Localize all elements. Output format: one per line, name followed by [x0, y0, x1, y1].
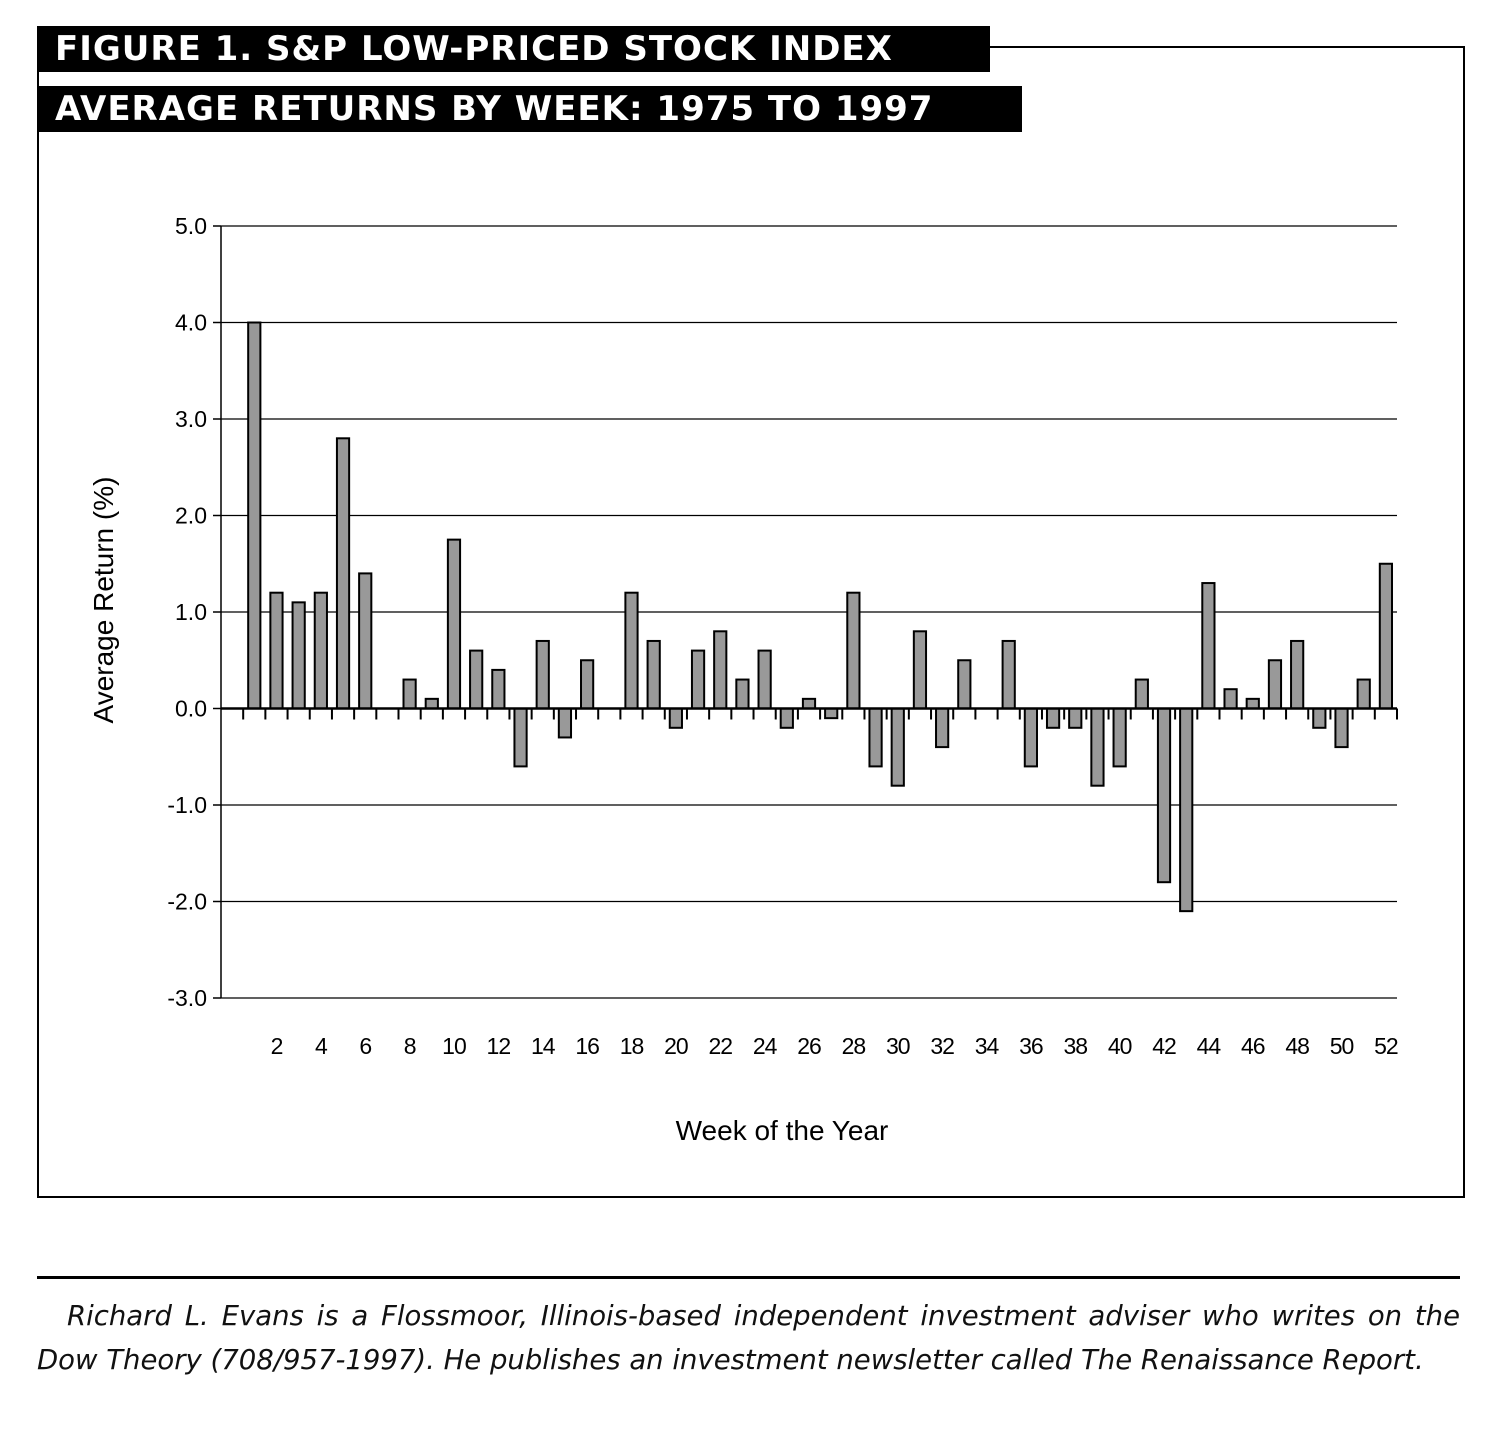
bar-week-10 [446, 538, 462, 710]
bar-week-21 [690, 649, 706, 710]
bar-week-30 [890, 707, 905, 787]
bar-week-15 [557, 707, 573, 739]
bar-week-29 [868, 707, 883, 768]
x-tick-label: 6 [359, 1033, 371, 1059]
x-tick-label: 32 [930, 1033, 954, 1059]
bar-week-39 [1090, 707, 1105, 787]
bar-week-3 [291, 601, 306, 710]
bar-week-5 [335, 437, 351, 710]
bar-week-52 [1378, 562, 1394, 710]
x-tick-label: 22 [708, 1033, 732, 1059]
author-caption: Richard L. Evans is a Flossmoor, Illinoi… [37, 1300, 1460, 1376]
bar-week-11 [469, 649, 484, 710]
bar-week-18 [624, 591, 639, 710]
bar-week-33 [957, 659, 972, 710]
bar-week-9 [424, 697, 439, 710]
x-tick-label: 2 [271, 1033, 283, 1059]
x-tick-labels: 2 4 6 8 10 12 14 16 18 20 22 24 26 28 30 32 34 36 38 40 42 44… [271, 1033, 1399, 1059]
bar-week-2 [269, 591, 284, 710]
bar-week-13 [513, 707, 528, 768]
bar-week-37 [1045, 707, 1061, 729]
y-tick-label: -2.0 [167, 889, 207, 915]
x-tick-label: 46 [1241, 1033, 1265, 1059]
y-tick-label: 3.0 [175, 406, 207, 432]
bar-week-43 [1179, 707, 1194, 913]
x-tick-label: 44 [1197, 1033, 1222, 1059]
x-tick-label: 42 [1152, 1033, 1176, 1059]
figure-title-line1: FIGURE 1. S&P LOW-PRICED STOCK INDEX [37, 26, 990, 72]
y-tick-label: -3.0 [167, 985, 207, 1011]
bar-week-32 [935, 707, 950, 749]
x-tick-label: 24 [753, 1033, 778, 1059]
bar-week-42 [1156, 707, 1172, 884]
bar-chart: 5.04.03.02.01.00.0-1.0-2.0-3.0 2 4 6 8 10 12 1… [88, 213, 1399, 1146]
bar-week-12 [491, 668, 506, 710]
bar-week-22 [713, 630, 728, 710]
x-tick-label: 18 [620, 1033, 644, 1059]
bar-week-23 [735, 678, 750, 710]
bar-week-50 [1334, 707, 1349, 749]
bar-week-25 [779, 707, 794, 729]
bar-week-35 [1001, 639, 1016, 710]
x-tick-label: 14 [531, 1033, 556, 1059]
gridlines [221, 225, 1397, 999]
axes [213, 225, 1398, 999]
bar-week-38 [1068, 707, 1083, 729]
bar-week-51 [1356, 678, 1371, 710]
y-axis-label: Average Return (%) [88, 477, 119, 724]
bar-week-28 [846, 591, 861, 710]
x-axis-label: Week of the Year [676, 1115, 889, 1146]
x-tick-label: 26 [797, 1033, 821, 1059]
bar-week-36 [1023, 707, 1038, 768]
x-tick-label: 12 [487, 1033, 511, 1059]
y-tick-label: 4.0 [175, 310, 207, 336]
bar-week-1 [247, 321, 262, 710]
y-tick-label: 2.0 [175, 503, 207, 529]
bars [247, 321, 1394, 913]
y-tick-label: -1.0 [167, 792, 207, 818]
x-tick-label: 10 [442, 1033, 466, 1059]
bar-week-45 [1223, 688, 1238, 710]
bar-week-6 [358, 572, 373, 710]
figure-title-line2: AVERAGE RETURNS BY WEEK: 1975 TO 1997 [37, 86, 1022, 132]
bar-week-8 [402, 678, 417, 710]
x-tick-label: 8 [404, 1033, 416, 1059]
bar-week-49 [1312, 707, 1327, 729]
x-tick-label: 50 [1330, 1033, 1354, 1059]
x-tick-label: 38 [1063, 1033, 1087, 1059]
x-tick-label: 30 [886, 1033, 910, 1059]
bar-week-41 [1134, 678, 1149, 710]
bar-week-26 [801, 697, 817, 710]
bar-week-27 [824, 707, 839, 720]
x-tick-label: 28 [842, 1033, 866, 1059]
bar-week-4 [313, 591, 328, 710]
y-tick-label: 1.0 [175, 599, 207, 625]
x-tick-label: 34 [975, 1033, 1000, 1059]
y-tick-labels: 5.0 4.0 3.0 2.0 1.0 0.0 -1.0 -2.0 -3.0 [167, 213, 207, 1011]
y-tick-label: 0.0 [175, 696, 207, 722]
divider-rule [37, 1276, 1460, 1279]
x-tick-label: 4 [315, 1033, 328, 1059]
bar-week-40 [1112, 707, 1127, 768]
bar-week-48 [1290, 639, 1305, 710]
x-tick-label: 36 [1019, 1033, 1043, 1059]
bar-week-19 [646, 639, 661, 710]
x-tick-label: 52 [1374, 1033, 1398, 1059]
y-tick-label: 5.0 [175, 213, 207, 239]
x-tick-label: 20 [664, 1033, 688, 1059]
bar-week-16 [580, 659, 595, 710]
x-tick-label: 16 [575, 1033, 599, 1059]
bar-week-20 [668, 707, 683, 729]
bar-week-47 [1267, 659, 1283, 710]
bar-week-24 [757, 649, 772, 710]
bar-week-31 [912, 630, 928, 710]
bar-week-14 [535, 639, 550, 710]
x-tick-label: 48 [1285, 1033, 1309, 1059]
bar-week-44 [1201, 582, 1216, 710]
bar-week-46 [1245, 697, 1260, 710]
x-tick-label: 40 [1108, 1033, 1132, 1059]
